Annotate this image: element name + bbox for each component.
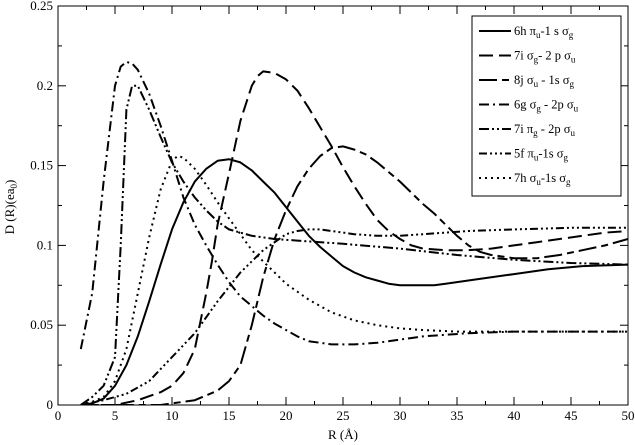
x-tick-label: 25 [337,408,350,423]
y-tick-label: 0.2 [37,78,53,93]
x-tick-label: 0 [55,408,62,423]
legend-label-2: 7i σg- 2 p σu [514,49,576,65]
series-line-5 [80,84,628,405]
series-line-7 [80,155,628,405]
legend-label-4: 6g σg - 2p σu [514,98,579,114]
x-tick-label: 40 [508,408,521,423]
y-tick-label: 0.05 [30,317,53,332]
x-tick-label: 20 [280,408,293,423]
legend-label-3: 8j σu - 1s σg [514,73,574,89]
y-tick-label: 0.25 [30,0,53,13]
x-tick-label: 10 [166,408,179,423]
x-tick-label: 35 [451,408,464,423]
y-tick-label: 0 [47,397,54,412]
x-tick-label: 45 [565,408,578,423]
legend-label-7: 7h σu-1s σg [514,171,571,187]
y-tick-label: 0.1 [37,237,53,252]
series-layer [79,60,628,405]
y-axis-title-main: D (R)(ea [2,188,17,234]
y-axis-title-sub: 0 [9,184,19,189]
legend-label-1: 6h πu-1 s σg [514,24,574,40]
legend: 6h πu-1 s σg 7i σg- 2 p σu 8j σu - 1s σg 6g… [471,15,622,197]
x-axis-title: R (Å) [328,427,358,442]
series-line-1 [80,158,628,405]
y-axis-title: D (R)(ea0) [2,180,19,235]
y-axis-title-close: ) [2,180,17,184]
series-line-3 [80,145,628,405]
series-line-6 [80,226,628,405]
x-tick-label: 30 [394,408,407,423]
y-tick-label: 0.15 [30,158,53,173]
legend-box [471,15,622,197]
x-tick-label: 5 [112,408,119,423]
series-line-2 [80,70,628,405]
legend-label-6: 5f πu-1s σg [514,147,569,163]
legend-label-5: 7i πg - 2p σu [514,122,575,138]
x-tick-label: 15 [223,408,236,423]
tick-layer: 0 5 10 15 20 25 30 35 40 45 50 0 0.05 0.1 0.15 0.2 0.25 [30,0,634,423]
x-tick-label: 50 [622,408,635,423]
